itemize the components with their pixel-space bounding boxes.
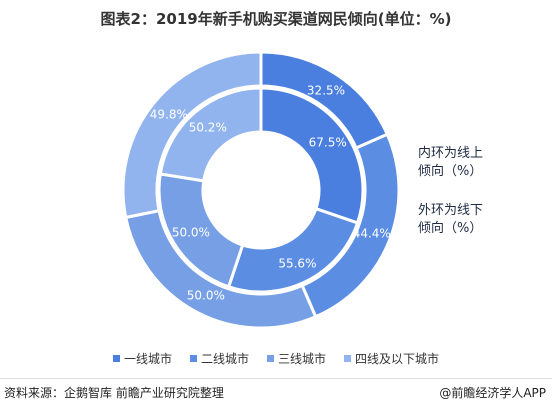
legend-item[interactable]: 四线及以下城市: [344, 350, 439, 367]
outer-ring-caption-line1: 外环为线下: [418, 203, 484, 218]
brand-credit: @前瞻经济学人APP: [439, 386, 546, 400]
legend-label: 四线及以下城市: [355, 352, 440, 366]
inner-ring-caption-line2: 倾向（%）: [418, 164, 483, 179]
outer-ring-data-label: 44.4%: [353, 227, 391, 241]
inner-ring-caption: 内环为线上 倾向（%）: [418, 145, 483, 181]
source-note: 资料来源：企鹅智库 前瞻产业研究院整理: [4, 386, 224, 400]
inner-ring-data-label: 67.5%: [309, 135, 347, 149]
legend-item[interactable]: 三线城市: [267, 350, 326, 367]
legend-swatch: [189, 355, 197, 362]
legend-swatch: [267, 355, 274, 362]
chart-title: 图表2：2019年新手机购买渠道网民倾向(单位：%): [100, 10, 452, 28]
outer-ring-slice[interactable]: [121, 50, 263, 220]
chart-legend: 一线城市 二线城市 三线城市 四线及以下城市: [0, 350, 552, 367]
inner-ring-slice[interactable]: [158, 86, 263, 183]
legend-label: 二线城市: [200, 352, 249, 366]
legend-swatch: [112, 355, 120, 362]
legend-label: 三线城市: [278, 352, 327, 366]
footer-divider: [0, 378, 552, 379]
outer-ring-data-label: 50.0%: [187, 288, 225, 302]
outer-ring-data-label: 49.8%: [150, 108, 188, 122]
inner-ring-caption-line1: 内环为线上: [418, 146, 484, 161]
inner-ring-slice[interactable]: [157, 172, 245, 289]
inner-ring-data-label: 50.2%: [189, 121, 227, 135]
outer-ring-caption-line2: 倾向（%）: [418, 221, 483, 236]
legend-swatch: [344, 355, 352, 362]
outer-ring-caption: 外环为线下 倾向（%）: [418, 202, 483, 238]
legend-label: 一线城市: [123, 352, 172, 366]
legend-item[interactable]: 二线城市: [189, 350, 249, 367]
inner-ring-data-label: 50.0%: [172, 226, 210, 240]
inner-ring-slice[interactable]: [259, 86, 365, 225]
inner-ring-data-label: 55.6%: [278, 256, 316, 270]
legend-item[interactable]: 一线城市: [112, 350, 172, 367]
outer-ring-data-label: 32.5%: [307, 83, 345, 97]
